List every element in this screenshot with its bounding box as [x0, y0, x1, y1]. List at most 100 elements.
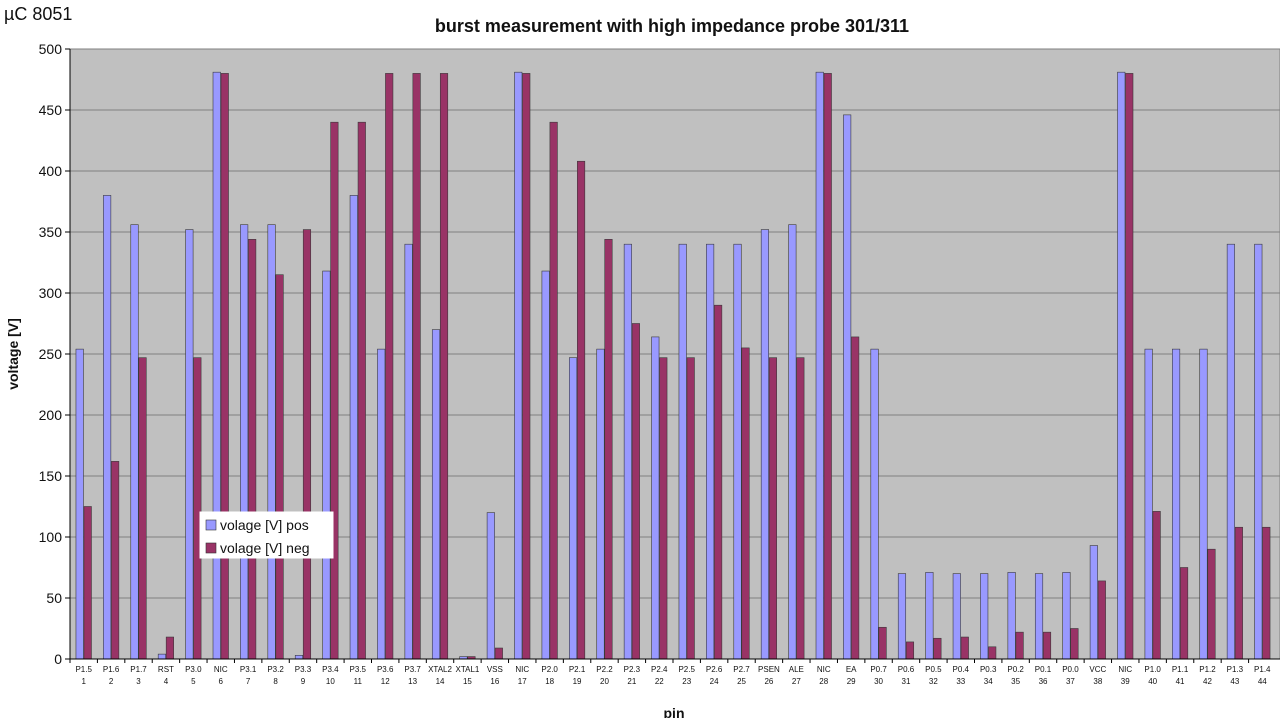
- x-tick-label-pin: P2.4: [651, 665, 668, 674]
- x-tick-label-pin: P1.5: [75, 665, 92, 674]
- x-tick-label-pin: P2.0: [541, 665, 558, 674]
- x-tick-label-number: 29: [847, 677, 856, 686]
- x-tick-label-pin: VSS: [487, 665, 503, 674]
- x-tick-label-number: 6: [219, 677, 224, 686]
- bar-pos: [897, 573, 907, 660]
- x-tick-label-number: 1: [81, 677, 86, 686]
- x-tick-label-pin: P2.3: [624, 665, 641, 674]
- x-tick-label-number: 43: [1230, 677, 1239, 686]
- x-tick-label-number: 35: [1011, 677, 1020, 686]
- bar-neg: [768, 357, 777, 660]
- x-tick-label-number: 12: [381, 677, 390, 686]
- x-tick-label-number: 7: [246, 677, 251, 686]
- bar-pos: [925, 572, 934, 660]
- bar-neg: [412, 73, 421, 660]
- bar-pos: [760, 229, 769, 660]
- bar-pos: [788, 224, 797, 660]
- bar-pos: [377, 348, 386, 660]
- bar-neg: [111, 461, 120, 660]
- bar-pos: [404, 243, 413, 660]
- x-tick-label-number: 23: [682, 677, 691, 686]
- bar-pos: [514, 71, 523, 660]
- bar-pos: [541, 270, 550, 660]
- bar-pos: [623, 243, 632, 660]
- x-tick-label-number: 5: [191, 677, 196, 686]
- x-tick-label-pin: P0.6: [898, 665, 915, 674]
- x-tick-label-number: 41: [1176, 677, 1185, 686]
- x-tick-label-number: 9: [301, 677, 306, 686]
- x-tick-label-pin: NIC: [817, 665, 831, 674]
- bar-neg: [1234, 526, 1243, 660]
- x-tick-label-pin: P1.2: [1199, 665, 1216, 674]
- x-tick-label-number: 4: [164, 677, 169, 686]
- x-tick-label-pin: P3.2: [267, 665, 284, 674]
- x-axis-title: pin: [664, 705, 685, 718]
- x-tick-label-number: 32: [929, 677, 938, 686]
- bar-neg: [1152, 511, 1161, 660]
- x-tick-label-number: 16: [490, 677, 499, 686]
- bar-pos: [1034, 573, 1044, 660]
- x-tick-label-pin: P3.4: [322, 665, 339, 674]
- x-tick-label-number: 24: [710, 677, 719, 686]
- bar-neg: [83, 506, 92, 660]
- bar-neg: [1097, 580, 1106, 660]
- x-tick-label-pin: P1.0: [1144, 665, 1161, 674]
- x-tick-label-pin: NIC: [515, 665, 529, 674]
- x-tick-label-number: 34: [984, 677, 993, 686]
- bar-neg: [631, 323, 640, 660]
- y-tick-label: 450: [39, 102, 63, 118]
- x-tick-label-number: 8: [273, 677, 278, 686]
- bar-pos: [1062, 572, 1071, 660]
- bar-pos: [267, 224, 276, 660]
- y-axis-title: voltage [V]: [5, 318, 21, 390]
- x-tick-label-number: 19: [573, 677, 582, 686]
- bar-neg: [220, 73, 229, 660]
- x-tick-label-pin: EA: [846, 665, 857, 674]
- bar-pos: [1226, 243, 1235, 660]
- y-tick-label: 200: [39, 407, 63, 423]
- bar-neg: [851, 336, 860, 660]
- x-tick-label-number: 28: [819, 677, 828, 686]
- bar-neg: [330, 121, 339, 660]
- legend-swatch-neg: [205, 542, 217, 554]
- y-tick-label: 100: [39, 529, 63, 545]
- bar-neg: [165, 636, 174, 660]
- bar-neg: [385, 73, 394, 660]
- x-tick-label-number: 22: [655, 677, 664, 686]
- x-tick-label-number: 37: [1066, 677, 1075, 686]
- bar-neg: [138, 357, 147, 660]
- bar-neg: [823, 73, 832, 660]
- x-tick-label-pin: P0.1: [1035, 665, 1052, 674]
- y-tick-label: 300: [39, 285, 63, 301]
- bar-neg: [302, 229, 312, 660]
- x-tick-label-number: 21: [627, 677, 636, 686]
- bar-neg: [741, 347, 750, 660]
- bar-neg: [960, 636, 969, 660]
- x-tick-label-pin: P0.0: [1062, 665, 1079, 674]
- x-tick-label-pin: NIC: [1118, 665, 1132, 674]
- bar-neg: [522, 73, 531, 660]
- x-tick-label-pin: P0.3: [980, 665, 997, 674]
- bar-neg: [714, 304, 723, 660]
- bar-neg: [905, 641, 915, 660]
- x-tick-labels: P1.5 1 P1.6 2 P1.7 3 RST 4 P3.0 5 NIC 6 P3.1 7 P3.2 8 P3…: [69, 659, 1271, 686]
- x-tick-label-pin: P3.3: [295, 665, 312, 674]
- bar-neg: [796, 357, 805, 660]
- y-tick-label: 150: [39, 468, 63, 484]
- bar-pos: [1117, 71, 1126, 660]
- x-tick-label-pin: P0.7: [870, 665, 887, 674]
- bar-neg: [275, 274, 284, 660]
- bar-neg: [659, 357, 668, 660]
- x-tick-label-number: 30: [874, 677, 883, 686]
- x-tick-label-pin: P3.5: [350, 665, 367, 674]
- x-tick-label-pin: P1.1: [1172, 665, 1189, 674]
- bar-neg: [1262, 526, 1271, 660]
- x-tick-label-pin: P1.7: [130, 665, 147, 674]
- bar-neg: [577, 160, 586, 660]
- bar-pos: [212, 71, 221, 660]
- legend-box: [199, 511, 334, 559]
- x-tick-label-pin: P3.1: [240, 665, 257, 674]
- x-tick-label-number: 42: [1203, 677, 1212, 686]
- x-tick-label-pin: P0.5: [925, 665, 942, 674]
- bar-pos: [103, 195, 112, 660]
